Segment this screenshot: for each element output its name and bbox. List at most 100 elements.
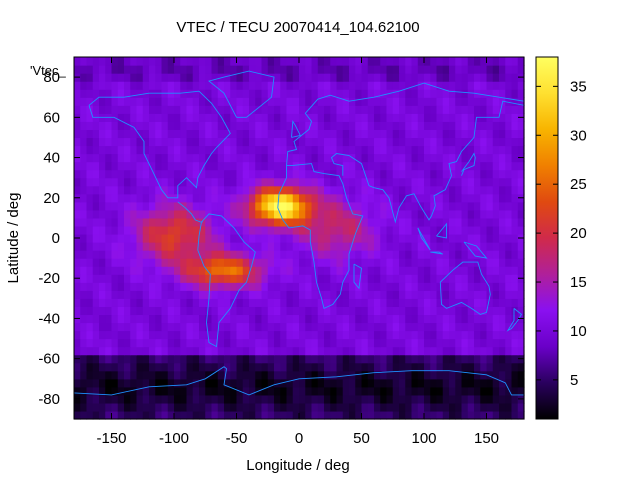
heatmap-cell — [249, 322, 256, 332]
heatmap-cell — [130, 153, 138, 163]
heatmap-cell — [149, 233, 156, 243]
heatmap-cell — [386, 290, 394, 299]
heatmap-cell — [205, 322, 213, 332]
heatmap-cell — [261, 193, 269, 203]
heatmap-cell — [411, 169, 419, 179]
heatmap-cell — [255, 113, 263, 122]
heatmap-cell — [174, 233, 181, 243]
heatmap-cell — [192, 193, 200, 203]
heatmap-cell — [317, 290, 325, 299]
heatmap-cell — [242, 57, 250, 66]
heatmap-cell — [392, 346, 400, 356]
heatmap-cell — [86, 274, 94, 283]
heatmap-cell — [299, 322, 306, 332]
heatmap-cell — [467, 402, 475, 412]
heatmap-cell — [286, 330, 294, 340]
heatmap-cell — [236, 89, 244, 98]
heatmap-cell — [361, 233, 369, 243]
heatmap-cell — [342, 282, 350, 291]
heatmap-cell — [436, 209, 444, 219]
heatmap-cell — [205, 169, 213, 179]
heatmap-cell — [317, 193, 325, 203]
heatmap-cell — [136, 290, 144, 299]
heatmap-cell — [442, 81, 450, 90]
heatmap-cell — [80, 161, 88, 171]
heatmap-cell — [267, 330, 275, 340]
heatmap-cell — [442, 113, 450, 122]
heatmap-cell — [242, 217, 250, 227]
heatmap-cell — [274, 169, 281, 179]
heatmap-cell — [136, 266, 144, 275]
heatmap-cell — [449, 290, 456, 299]
heatmap-cell — [355, 314, 363, 324]
heatmap-cell — [142, 290, 150, 299]
heatmap-cell — [192, 129, 200, 139]
heatmap-cell — [199, 274, 206, 283]
heatmap-cell — [317, 97, 325, 106]
heatmap-cell — [274, 201, 281, 211]
heatmap-cell — [192, 57, 200, 66]
heatmap-cell — [236, 153, 244, 163]
heatmap-cell — [386, 274, 394, 283]
heatmap-cell — [211, 137, 219, 147]
heatmap-cell — [161, 354, 169, 364]
heatmap-cell — [411, 378, 419, 388]
heatmap-cell — [499, 402, 506, 412]
heatmap-cell — [361, 177, 369, 187]
heatmap-cell — [480, 129, 488, 139]
heatmap-cell — [467, 378, 475, 388]
heatmap-cell — [461, 209, 469, 219]
heatmap-cell — [224, 65, 231, 74]
heatmap-cell — [436, 282, 444, 291]
heatmap-cell — [367, 73, 375, 82]
heatmap-cell — [261, 306, 269, 316]
heatmap-cell — [105, 370, 113, 380]
heatmap-cell — [224, 169, 231, 179]
heatmap-cell — [192, 266, 200, 275]
heatmap-cell — [130, 322, 138, 332]
heatmap-cell — [349, 338, 356, 348]
heatmap-cell — [467, 290, 475, 299]
heatmap-cell — [349, 113, 356, 122]
heatmap-cell — [399, 161, 406, 171]
heatmap-cell — [236, 177, 244, 187]
heatmap-cell — [286, 338, 294, 348]
heatmap-cell — [286, 298, 294, 307]
heatmap-cell — [111, 193, 119, 203]
heatmap-cell — [192, 298, 200, 307]
heatmap-cell — [305, 306, 313, 316]
heatmap-cell — [517, 322, 525, 332]
heatmap-cell — [405, 282, 413, 291]
heatmap-cell — [142, 306, 150, 316]
heatmap-cell — [111, 402, 119, 412]
heatmap-cell — [299, 217, 306, 227]
heatmap-cell — [261, 274, 269, 283]
heatmap-cell — [292, 314, 300, 324]
heatmap-cell — [342, 386, 350, 396]
heatmap-cell — [455, 362, 463, 372]
heatmap-cell — [367, 250, 375, 259]
heatmap-cell — [411, 402, 419, 412]
heatmap-cell — [399, 402, 406, 412]
heatmap-cell — [380, 346, 388, 356]
heatmap-cell — [299, 282, 306, 291]
heatmap-cell — [449, 282, 456, 291]
heatmap-cell — [224, 145, 231, 155]
heatmap-cell — [217, 65, 225, 74]
heatmap-cell — [224, 209, 231, 219]
heatmap-cell — [492, 137, 500, 147]
heatmap-cell — [342, 362, 350, 372]
heatmap-cell — [386, 169, 394, 179]
heatmap-cell — [517, 282, 525, 291]
heatmap-cell — [449, 225, 456, 235]
heatmap-cell — [511, 153, 519, 163]
heatmap-cell — [480, 105, 488, 114]
x-axis-ticks: -150 -100 -50 0 50 100 150 — [96, 57, 499, 447]
heatmap-cell — [149, 298, 156, 307]
heatmap-cell — [149, 185, 156, 195]
heatmap-cell — [424, 97, 431, 106]
heatmap-cell — [336, 137, 344, 147]
heatmap-cell — [342, 298, 350, 307]
heatmap-cell — [274, 153, 281, 163]
heatmap-cell — [317, 354, 325, 364]
